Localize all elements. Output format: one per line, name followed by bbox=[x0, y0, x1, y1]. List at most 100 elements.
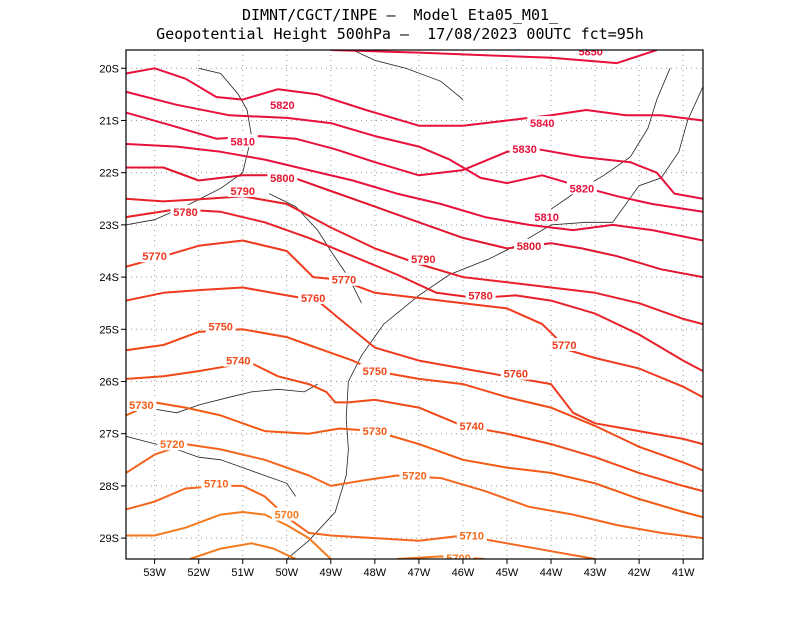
contour-label: 5710 bbox=[204, 478, 228, 490]
contour-label: 5780 bbox=[173, 207, 197, 219]
contour-label: 5750 bbox=[363, 366, 387, 378]
contour-label-bg bbox=[408, 251, 439, 265]
y-tick-label: 28S bbox=[99, 481, 119, 493]
contour-label: 5720 bbox=[402, 470, 426, 482]
contour-label-bg bbox=[566, 181, 597, 195]
chart-title-line1: DIMNT/CGCT/INPE – Model Eta05_M01_ bbox=[241, 6, 559, 24]
contour-label-bg bbox=[531, 210, 562, 224]
x-tick-label: 49W bbox=[320, 567, 343, 579]
contour-label: 5720 bbox=[160, 439, 184, 451]
contour-line-5710 bbox=[126, 484, 596, 559]
contour-label: 5820 bbox=[270, 100, 294, 112]
contour-label: 5820 bbox=[570, 183, 594, 195]
contour-label: 5790 bbox=[411, 254, 435, 266]
contour-label: 5840 bbox=[530, 118, 554, 130]
contour-label: 5710 bbox=[460, 531, 484, 543]
contour-label: 5700 bbox=[275, 510, 299, 522]
contour-label-bg bbox=[267, 170, 298, 184]
contour-label-bg bbox=[443, 550, 474, 559]
contour-line-5850 bbox=[330, 50, 658, 65]
x-tick-label: 47W bbox=[408, 567, 431, 579]
contour-label-bg bbox=[456, 528, 487, 542]
contour-label: 5810 bbox=[230, 136, 254, 148]
contour-label: 5740 bbox=[226, 356, 250, 368]
contour-label-bg bbox=[298, 290, 329, 304]
x-tick-label: 53W bbox=[143, 567, 166, 579]
contour-label: 5760 bbox=[301, 293, 325, 305]
contour-label: 5740 bbox=[460, 421, 484, 433]
contour-label: 5770 bbox=[142, 251, 166, 263]
contour-line-5800 bbox=[126, 166, 703, 279]
contour-label-bg bbox=[227, 134, 258, 148]
contour-label-bg bbox=[227, 183, 258, 197]
x-tick-label: 44W bbox=[540, 567, 563, 579]
contour-line-5720 bbox=[126, 443, 703, 540]
contour-label: 5700 bbox=[446, 553, 470, 565]
contour-label-bg bbox=[465, 288, 496, 302]
contour-label-bg bbox=[139, 249, 170, 263]
contour-label: 5790 bbox=[230, 186, 254, 198]
contour-label-bg bbox=[267, 97, 298, 111]
contour-label-bg bbox=[201, 476, 232, 490]
y-tick-label: 24S bbox=[99, 272, 119, 284]
contour-label-bg bbox=[456, 418, 487, 432]
contour-line-5810 bbox=[126, 143, 703, 242]
contour-label: 5780 bbox=[468, 290, 492, 302]
plot-frame bbox=[125, 49, 704, 560]
contour-label-bg bbox=[329, 272, 360, 286]
contour-label-bg bbox=[399, 468, 430, 482]
contour-label: 5770 bbox=[332, 275, 356, 287]
x-tick-label: 45W bbox=[496, 567, 519, 579]
contour-label: 5750 bbox=[208, 322, 232, 334]
y-tick-label: 20S bbox=[99, 63, 119, 75]
coastline-path bbox=[126, 435, 296, 497]
contour-line-5780 bbox=[126, 208, 703, 372]
x-tick-label: 43W bbox=[584, 567, 607, 579]
contour-line-5820 bbox=[126, 90, 703, 213]
contour-label-bg bbox=[527, 116, 558, 130]
contour-label: 5850 bbox=[578, 47, 602, 59]
x-tick-label: 51W bbox=[231, 567, 254, 579]
contour-line-5840 bbox=[126, 67, 703, 127]
contour-label-bg bbox=[205, 319, 236, 333]
contour-line-5700 bbox=[126, 511, 332, 559]
contour-label-bg bbox=[126, 397, 157, 411]
contour-label-bg bbox=[271, 507, 302, 521]
contour-label-bg bbox=[509, 142, 540, 156]
chart-title-line2: Geopotential Height 500hPa – 17/08/2023 … bbox=[156, 25, 644, 43]
y-tick-label: 29S bbox=[99, 533, 119, 545]
y-tick-label: 23S bbox=[99, 220, 119, 232]
y-tick-label: 25S bbox=[99, 324, 119, 336]
x-tick-label: 48W bbox=[364, 567, 387, 579]
x-tick-label: 46W bbox=[452, 567, 475, 579]
contour-line-5730 bbox=[126, 401, 703, 519]
contour-label: 5730 bbox=[363, 426, 387, 438]
y-tick-label: 21S bbox=[99, 115, 119, 127]
contour-label-bg bbox=[170, 204, 201, 218]
coastline-path bbox=[352, 50, 464, 100]
contour-label: 5770 bbox=[552, 340, 576, 352]
x-tick-label: 42W bbox=[628, 567, 651, 579]
contour-label-bg bbox=[359, 364, 390, 378]
contour-label-bg bbox=[549, 337, 580, 351]
contour-label-bg bbox=[223, 353, 254, 367]
coastline-path bbox=[268, 193, 362, 304]
contour-label: 5800 bbox=[270, 173, 294, 185]
contour-label-bg bbox=[157, 437, 188, 451]
x-tick-label: 50W bbox=[275, 567, 298, 579]
contour-label-bg bbox=[500, 366, 531, 380]
contour-label: 5810 bbox=[534, 212, 558, 224]
y-tick-label: 27S bbox=[99, 429, 119, 441]
y-tick-label: 26S bbox=[99, 377, 119, 389]
contour-line-5690 bbox=[189, 542, 297, 559]
axis-ticks: 53W 52W 51W 50W 49W 48W 47W 46W 45W 44W 43W 42W 41W 2… bbox=[99, 63, 695, 579]
contour-label: 5830 bbox=[512, 144, 536, 156]
contour-label: 5760 bbox=[504, 369, 528, 381]
contour-line-5770 bbox=[126, 239, 703, 399]
contour-label-bg bbox=[514, 238, 545, 252]
contour-label: 5730 bbox=[129, 400, 153, 412]
y-tick-label: 22S bbox=[99, 168, 119, 180]
x-tick-label: 41W bbox=[672, 567, 695, 579]
contour-label-bg bbox=[359, 424, 390, 438]
